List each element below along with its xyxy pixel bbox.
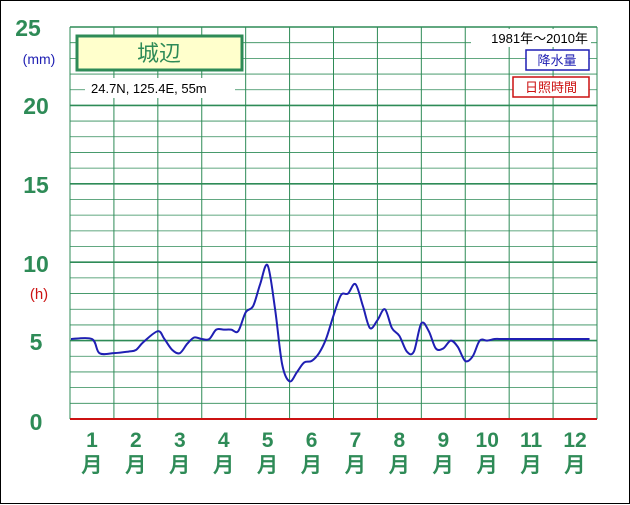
x-tick-unit: 月 (476, 454, 498, 477)
x-tick-unit: 月 (256, 454, 278, 477)
x-tick-label: 6 (306, 429, 318, 452)
station-coords: 24.7N, 125.4E, 55m (91, 81, 207, 96)
x-tick-label: 4 (218, 429, 230, 452)
legend-precipitation-box (525, 49, 590, 71)
grid (69, 26, 598, 420)
station-label-box (75, 34, 244, 72)
period-label: 1981年〜2010年 (491, 31, 588, 46)
legend-sunshine-label: 日照時間 (525, 80, 577, 95)
x-tick-label: 12 (563, 429, 586, 452)
x-tick-unit: 月 (432, 454, 454, 477)
x-tick-label: 3 (174, 429, 186, 452)
x-tick-unit: 月 (168, 454, 190, 477)
x-tick-label: 2 (130, 429, 142, 452)
y-tick-label: 15 (23, 172, 49, 198)
x-tick-label: 10 (476, 429, 499, 452)
y-tick-label: 20 (23, 93, 49, 119)
x-tick-unit: 月 (124, 454, 146, 477)
y-tick-label: 5 (30, 329, 43, 355)
legend-precipitation-label: 降水量 (537, 53, 576, 68)
x-tick-label: 1 (86, 429, 98, 452)
y-tick-label: 10 (23, 251, 49, 277)
x-tick-unit: 月 (388, 454, 410, 477)
y-tick-label: 25 (15, 15, 41, 41)
y-axis-ticks: 25 20 15 10 5 0 (15, 15, 49, 435)
coords-background (85, 78, 235, 98)
x-tick-label: 9 (437, 429, 449, 452)
precipitation-series-line (70, 263, 590, 383)
legend-precipitation: 降水量 (525, 49, 590, 71)
period-background (471, 29, 591, 47)
y-unit-sunshine: (h) (30, 286, 48, 303)
y-tick-label: 0 (30, 409, 43, 435)
x-tick-label: 5 (262, 429, 274, 452)
x-tick-unit: 月 (80, 454, 102, 477)
station-name: 城辺 (137, 41, 181, 66)
legend-sunshine: 日照時間 (512, 76, 590, 98)
x-tick-label: 8 (394, 429, 406, 452)
x-tick-unit: 月 (212, 454, 234, 477)
x-tick-unit: 月 (520, 454, 542, 477)
y-unit-precipitation: (mm) (23, 51, 56, 67)
x-tick-unit: 月 (300, 454, 322, 477)
x-tick-unit: 月 (344, 454, 366, 477)
station-label: 城辺 (75, 34, 244, 72)
x-tick-label: 11 (520, 429, 543, 452)
x-tick-unit: 月 (564, 454, 586, 477)
legend-sunshine-box (512, 76, 590, 98)
x-tick-label: 7 (350, 429, 362, 452)
